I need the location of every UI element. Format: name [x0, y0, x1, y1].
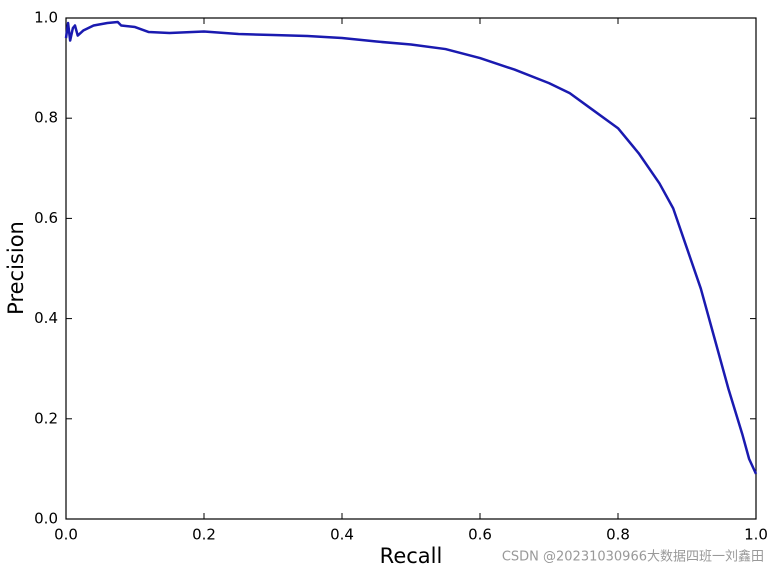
x-tick-label: 0.0: [54, 526, 78, 544]
x-tick-label: 0.8: [606, 526, 630, 544]
plot-frame: [65, 17, 757, 520]
y-axis-label: Precision: [4, 221, 28, 315]
x-axis-label: Recall: [380, 544, 443, 568]
pr-curve: [64, 20, 758, 475]
y-tick-label: 0.0: [34, 510, 58, 528]
y-tick-label: 0.8: [34, 109, 58, 127]
y-tick-label: 0.6: [34, 209, 58, 227]
y-tick-label: 0.4: [34, 309, 58, 327]
x-tick-label: 0.4: [330, 526, 354, 544]
x-tick-label: 0.2: [192, 526, 216, 544]
y-tick-label: 0.2: [34, 409, 58, 427]
watermark: CSDN @20231030966大数据四班一刘鑫田: [502, 549, 764, 565]
x-tick-label: 1.0: [744, 526, 768, 544]
x-tick-label: 0.6: [468, 526, 492, 544]
y-tick-label: 1.0: [34, 9, 58, 27]
